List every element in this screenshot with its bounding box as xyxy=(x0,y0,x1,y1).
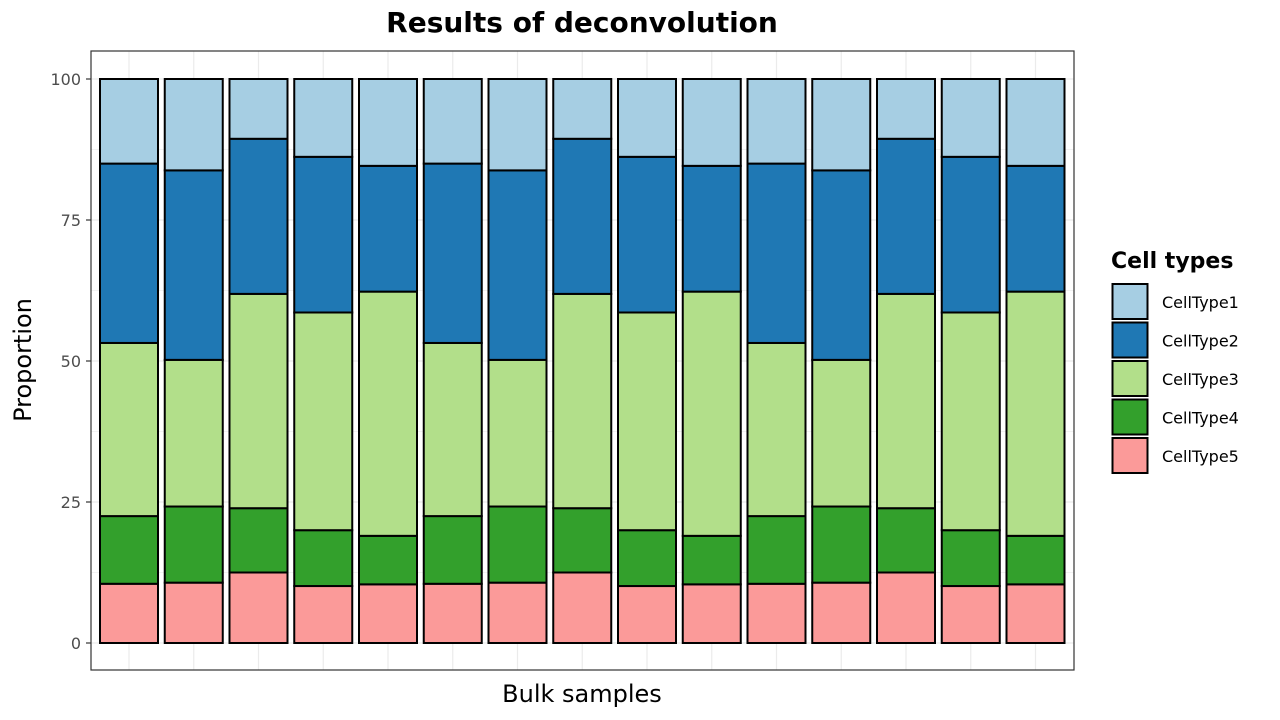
bar-segment-celltype1 xyxy=(617,78,677,158)
y-axis-title: Proportion xyxy=(9,298,37,422)
bar-segment-celltype3 xyxy=(552,292,613,510)
bar-segment-celltype5 xyxy=(293,585,354,645)
bar-segment-celltype1 xyxy=(876,78,936,140)
legend-label-celltype4: CellType4 xyxy=(1162,409,1239,428)
bar-segment-celltype5 xyxy=(552,571,613,644)
y-tick-label: 0 xyxy=(71,634,81,653)
bar-segment-celltype3 xyxy=(811,358,872,508)
legend-label-celltype3: CellType3 xyxy=(1162,370,1239,389)
bar-segment-celltype1 xyxy=(811,78,872,172)
bar-segment-celltype1 xyxy=(422,78,483,165)
bar-segment-celltype4 xyxy=(228,507,289,574)
bar-segment-celltype3 xyxy=(681,290,742,537)
bar-segment-celltype4 xyxy=(940,529,1001,588)
bar-segment-celltype5 xyxy=(1005,583,1066,644)
bar-segment-celltype1 xyxy=(552,78,613,140)
bars xyxy=(99,78,1066,645)
y-tick-label: 50 xyxy=(61,352,81,371)
bar-segment-celltype1 xyxy=(293,78,354,158)
bar-segment-celltype2 xyxy=(617,155,677,314)
bar-segment-celltype5 xyxy=(422,582,483,645)
bar-segment-celltype1 xyxy=(228,78,289,140)
legend-key-celltype1 xyxy=(1111,283,1149,320)
chart-title: Results of deconvolution xyxy=(386,6,778,39)
bar-segment-celltype2 xyxy=(746,162,807,344)
bar-segment-celltype4 xyxy=(746,515,807,585)
bar-segment-celltype1 xyxy=(746,78,807,165)
bar-segment-celltype3 xyxy=(422,341,483,518)
bar-segment-celltype5 xyxy=(617,585,677,645)
bar-segment-celltype1 xyxy=(940,78,1001,158)
bar-segment-celltype2 xyxy=(681,164,742,293)
y-tick-label: 100 xyxy=(50,70,81,89)
bar-segment-celltype3 xyxy=(746,341,807,518)
bar-segment-celltype4 xyxy=(99,515,159,585)
bar-segment-celltype2 xyxy=(293,155,354,314)
bar-segment-celltype3 xyxy=(293,311,354,532)
bar-segment-celltype1 xyxy=(163,78,224,172)
bar-segment-celltype3 xyxy=(1005,290,1066,537)
bar-segment-celltype2 xyxy=(358,164,418,293)
legend-label-celltype2: CellType2 xyxy=(1162,332,1239,351)
bar-segment-celltype3 xyxy=(617,311,677,532)
legend: Cell types CellType1 CellType2 CellType3 Ce… xyxy=(1111,249,1239,474)
legend-key-celltype4 xyxy=(1111,398,1149,436)
y-tick-label: 25 xyxy=(61,493,81,512)
bar-segment-celltype2 xyxy=(811,169,872,361)
x-axis-title: Bulk samples xyxy=(502,680,662,708)
bar-segment-celltype5 xyxy=(940,585,1001,645)
bar-segment-celltype2 xyxy=(487,169,548,361)
bar-segment-celltype4 xyxy=(681,534,742,586)
bar-segment-celltype4 xyxy=(876,507,936,574)
bar-segment-celltype5 xyxy=(811,581,872,644)
bar-segment-celltype4 xyxy=(552,507,613,574)
bar-segment-celltype2 xyxy=(228,137,289,295)
bar-segment-celltype1 xyxy=(1005,78,1066,167)
bar-segment-celltype4 xyxy=(811,505,872,584)
bar-segment-celltype3 xyxy=(940,311,1001,532)
bar-segment-celltype4 xyxy=(422,515,483,585)
bar-segment-celltype4 xyxy=(487,505,548,584)
bar-segment-celltype4 xyxy=(358,534,418,586)
bar-segment-celltype5 xyxy=(163,581,224,644)
bar-segment-celltype3 xyxy=(163,358,224,508)
legend-key-celltype3 xyxy=(1111,360,1149,397)
bar-segment-celltype5 xyxy=(487,581,548,644)
bar-segment-celltype4 xyxy=(1005,534,1066,586)
bar-segment-celltype5 xyxy=(358,583,418,644)
legend-key-celltype2 xyxy=(1111,321,1149,359)
legend-key-celltype5 xyxy=(1111,437,1149,474)
bar-segment-celltype3 xyxy=(487,358,548,508)
bar-segment-celltype5 xyxy=(228,571,289,644)
bar-segment-celltype2 xyxy=(163,169,224,361)
bar-segment-celltype4 xyxy=(617,529,677,588)
bar-segment-celltype3 xyxy=(228,292,289,510)
bar-segment-celltype5 xyxy=(746,582,807,645)
bar-segment-celltype2 xyxy=(876,137,936,295)
bar-segment-celltype3 xyxy=(358,290,418,537)
y-tick-label: 75 xyxy=(61,211,81,230)
bar-segment-celltype3 xyxy=(99,341,159,518)
legend-label-celltype5: CellType5 xyxy=(1162,447,1239,466)
bar-segment-celltype5 xyxy=(876,571,936,644)
bar-segment-celltype1 xyxy=(358,78,418,167)
legend-label-celltype1: CellType1 xyxy=(1162,293,1239,312)
legend-title: Cell types xyxy=(1111,249,1233,274)
bar-segment-celltype1 xyxy=(681,78,742,167)
bar-segment-celltype3 xyxy=(876,292,936,510)
bar-segment-celltype5 xyxy=(681,583,742,644)
bar-segment-celltype2 xyxy=(99,162,159,344)
bar-segment-celltype1 xyxy=(487,78,548,172)
bar-segment-celltype2 xyxy=(552,137,613,295)
bar-segment-celltype2 xyxy=(422,162,483,344)
bar-segment-celltype5 xyxy=(99,582,159,645)
bar-segment-celltype2 xyxy=(1005,164,1066,293)
bar-segment-celltype2 xyxy=(940,155,1001,314)
bar-segment-celltype1 xyxy=(99,78,159,165)
y-axis: 0 25 50 75 100 xyxy=(50,70,91,653)
bar-segment-celltype4 xyxy=(163,505,224,584)
bar-segment-celltype4 xyxy=(293,529,354,588)
